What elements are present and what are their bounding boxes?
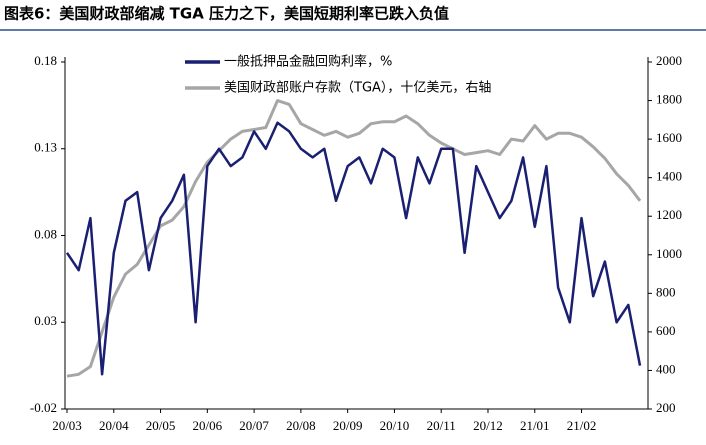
y2-tick-label: 2000 [656,53,682,68]
series-line [65,121,642,376]
y2-tick-label: 400 [656,361,676,376]
y-tick-label: 0.13 [34,140,57,155]
x-tick-label: 20/06 [193,418,223,433]
series-line [66,99,642,378]
x-tick-label: 20/12 [473,418,503,433]
y-tick-label: 0.18 [34,53,57,68]
y2-tick-label: 800 [656,284,676,299]
y2-tick-label: 1800 [656,92,682,107]
x-tick-label: 20/11 [427,418,456,433]
x-tick-label: 20/05 [146,418,176,433]
y2-tick-label: 200 [656,400,676,415]
y-tick-label: 0.03 [34,313,57,328]
chart-title: 图表6：美国财政部缩减 TGA 压力之下，美国短期利率已跌入负值 [4,5,449,23]
x-tick-label: 20/04 [99,418,129,433]
x-tick-label: 21/01 [520,418,550,433]
y2-tick-label: 600 [656,323,676,338]
y2-tick-label: 1400 [656,169,682,184]
x-tick-label: 20/09 [333,418,363,433]
legend-label: 美国财政部账户存款（TGA），十亿美元，右轴 [224,80,491,96]
y-tick-label: 0.08 [34,226,57,241]
y2-tick-label: 1000 [656,246,682,261]
y2-tick-label: 1600 [656,130,682,145]
x-tick-label: 20/03 [52,418,82,433]
y2-tick-label: 1200 [656,207,682,222]
x-tick-label: 20/08 [286,418,316,433]
legend-label: 一般抵押品金融回购利率，% [224,54,392,70]
x-tick-label: 20/10 [380,418,410,433]
x-tick-label: 21/02 [567,418,597,433]
y-tick-label: -0.02 [30,400,57,415]
x-tick-label: 20/07 [239,418,269,433]
